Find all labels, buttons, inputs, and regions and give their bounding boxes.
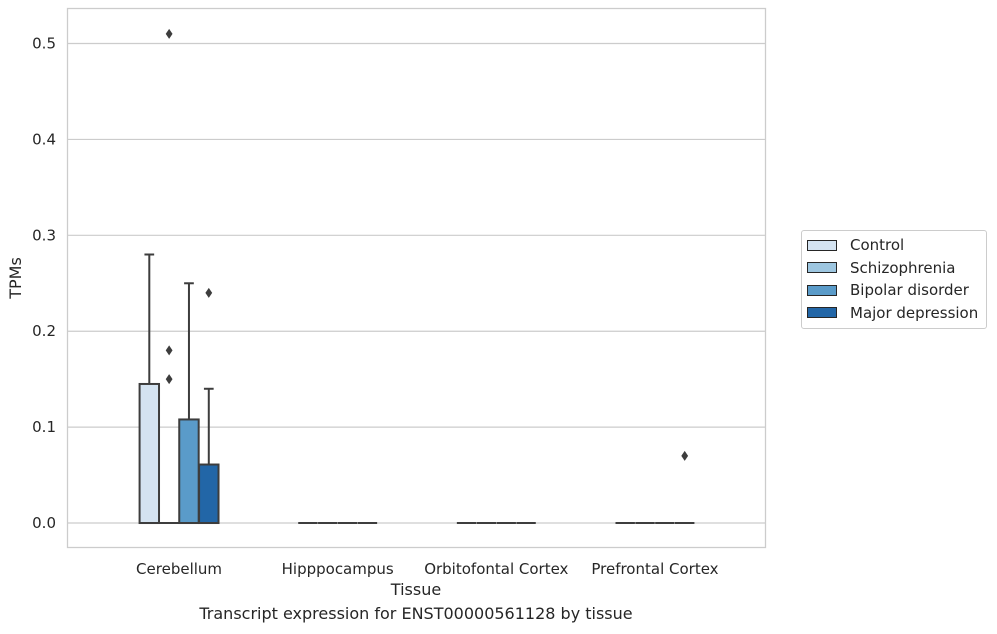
outlier-marker <box>165 28 173 39</box>
x-axis-ticks: Cerebellum Hipppocampus Orbitofontal Corte… <box>136 560 719 578</box>
y-tick-label: 0.2 <box>32 322 56 340</box>
legend-swatch <box>807 307 837 319</box>
box <box>198 463 220 525</box>
y-tick-label: 0.0 <box>32 514 56 532</box>
chart-caption: Transcript expression for ENST0000056112… <box>199 604 633 623</box>
box-group <box>198 287 220 525</box>
x-tick-label: Prefrontal Cortex <box>591 560 718 578</box>
legend: Control Schizophrenia Bipolar disorder Majo… <box>801 230 987 329</box>
legend-label: Major depression <box>850 303 979 322</box>
box-group <box>138 253 161 525</box>
chart-marks <box>138 28 695 525</box>
y-tick-label: 0.4 <box>32 130 56 148</box>
box-group <box>178 282 200 525</box>
x-tick-label: Hipppocampus <box>282 560 394 578</box>
grid-lines <box>68 42 766 524</box>
y-axis-ticks: 0.0 0.1 0.2 0.3 0.4 0.5 <box>32 35 56 533</box>
legend-label: Schizophrenia <box>850 258 956 277</box>
legend-item: Control <box>802 234 986 257</box>
y-tick-label: 0.5 <box>32 35 56 53</box>
legend-label: Bipolar disorder <box>850 281 969 300</box>
legend-item: Bipolar disorder <box>802 279 986 302</box>
legend-swatch <box>807 262 837 274</box>
x-tick-label: Orbitofontal Cortex <box>424 560 568 578</box>
legend-item: Major depression <box>802 302 986 325</box>
y-axis-label: TPMs <box>6 257 25 300</box>
box <box>178 418 200 525</box>
y-tick-label: 0.3 <box>32 226 56 244</box>
box <box>138 382 161 525</box>
legend-item: Schizophrenia <box>802 257 986 280</box>
legend-label: Control <box>850 236 905 255</box>
legend-swatch <box>807 284 837 296</box>
plot-frame <box>66 7 767 549</box>
x-tick-label: Cerebellum <box>136 560 222 578</box>
outlier-marker <box>205 287 213 298</box>
legend-swatch <box>807 239 837 251</box>
outlier-marker <box>165 374 173 385</box>
outlier-marker <box>681 450 689 461</box>
box-group <box>674 450 695 525</box>
x-axis-label: Tissue <box>390 580 441 599</box>
outlier-marker <box>165 345 173 356</box>
box-group <box>159 28 179 525</box>
y-tick-label: 0.1 <box>32 418 56 436</box>
